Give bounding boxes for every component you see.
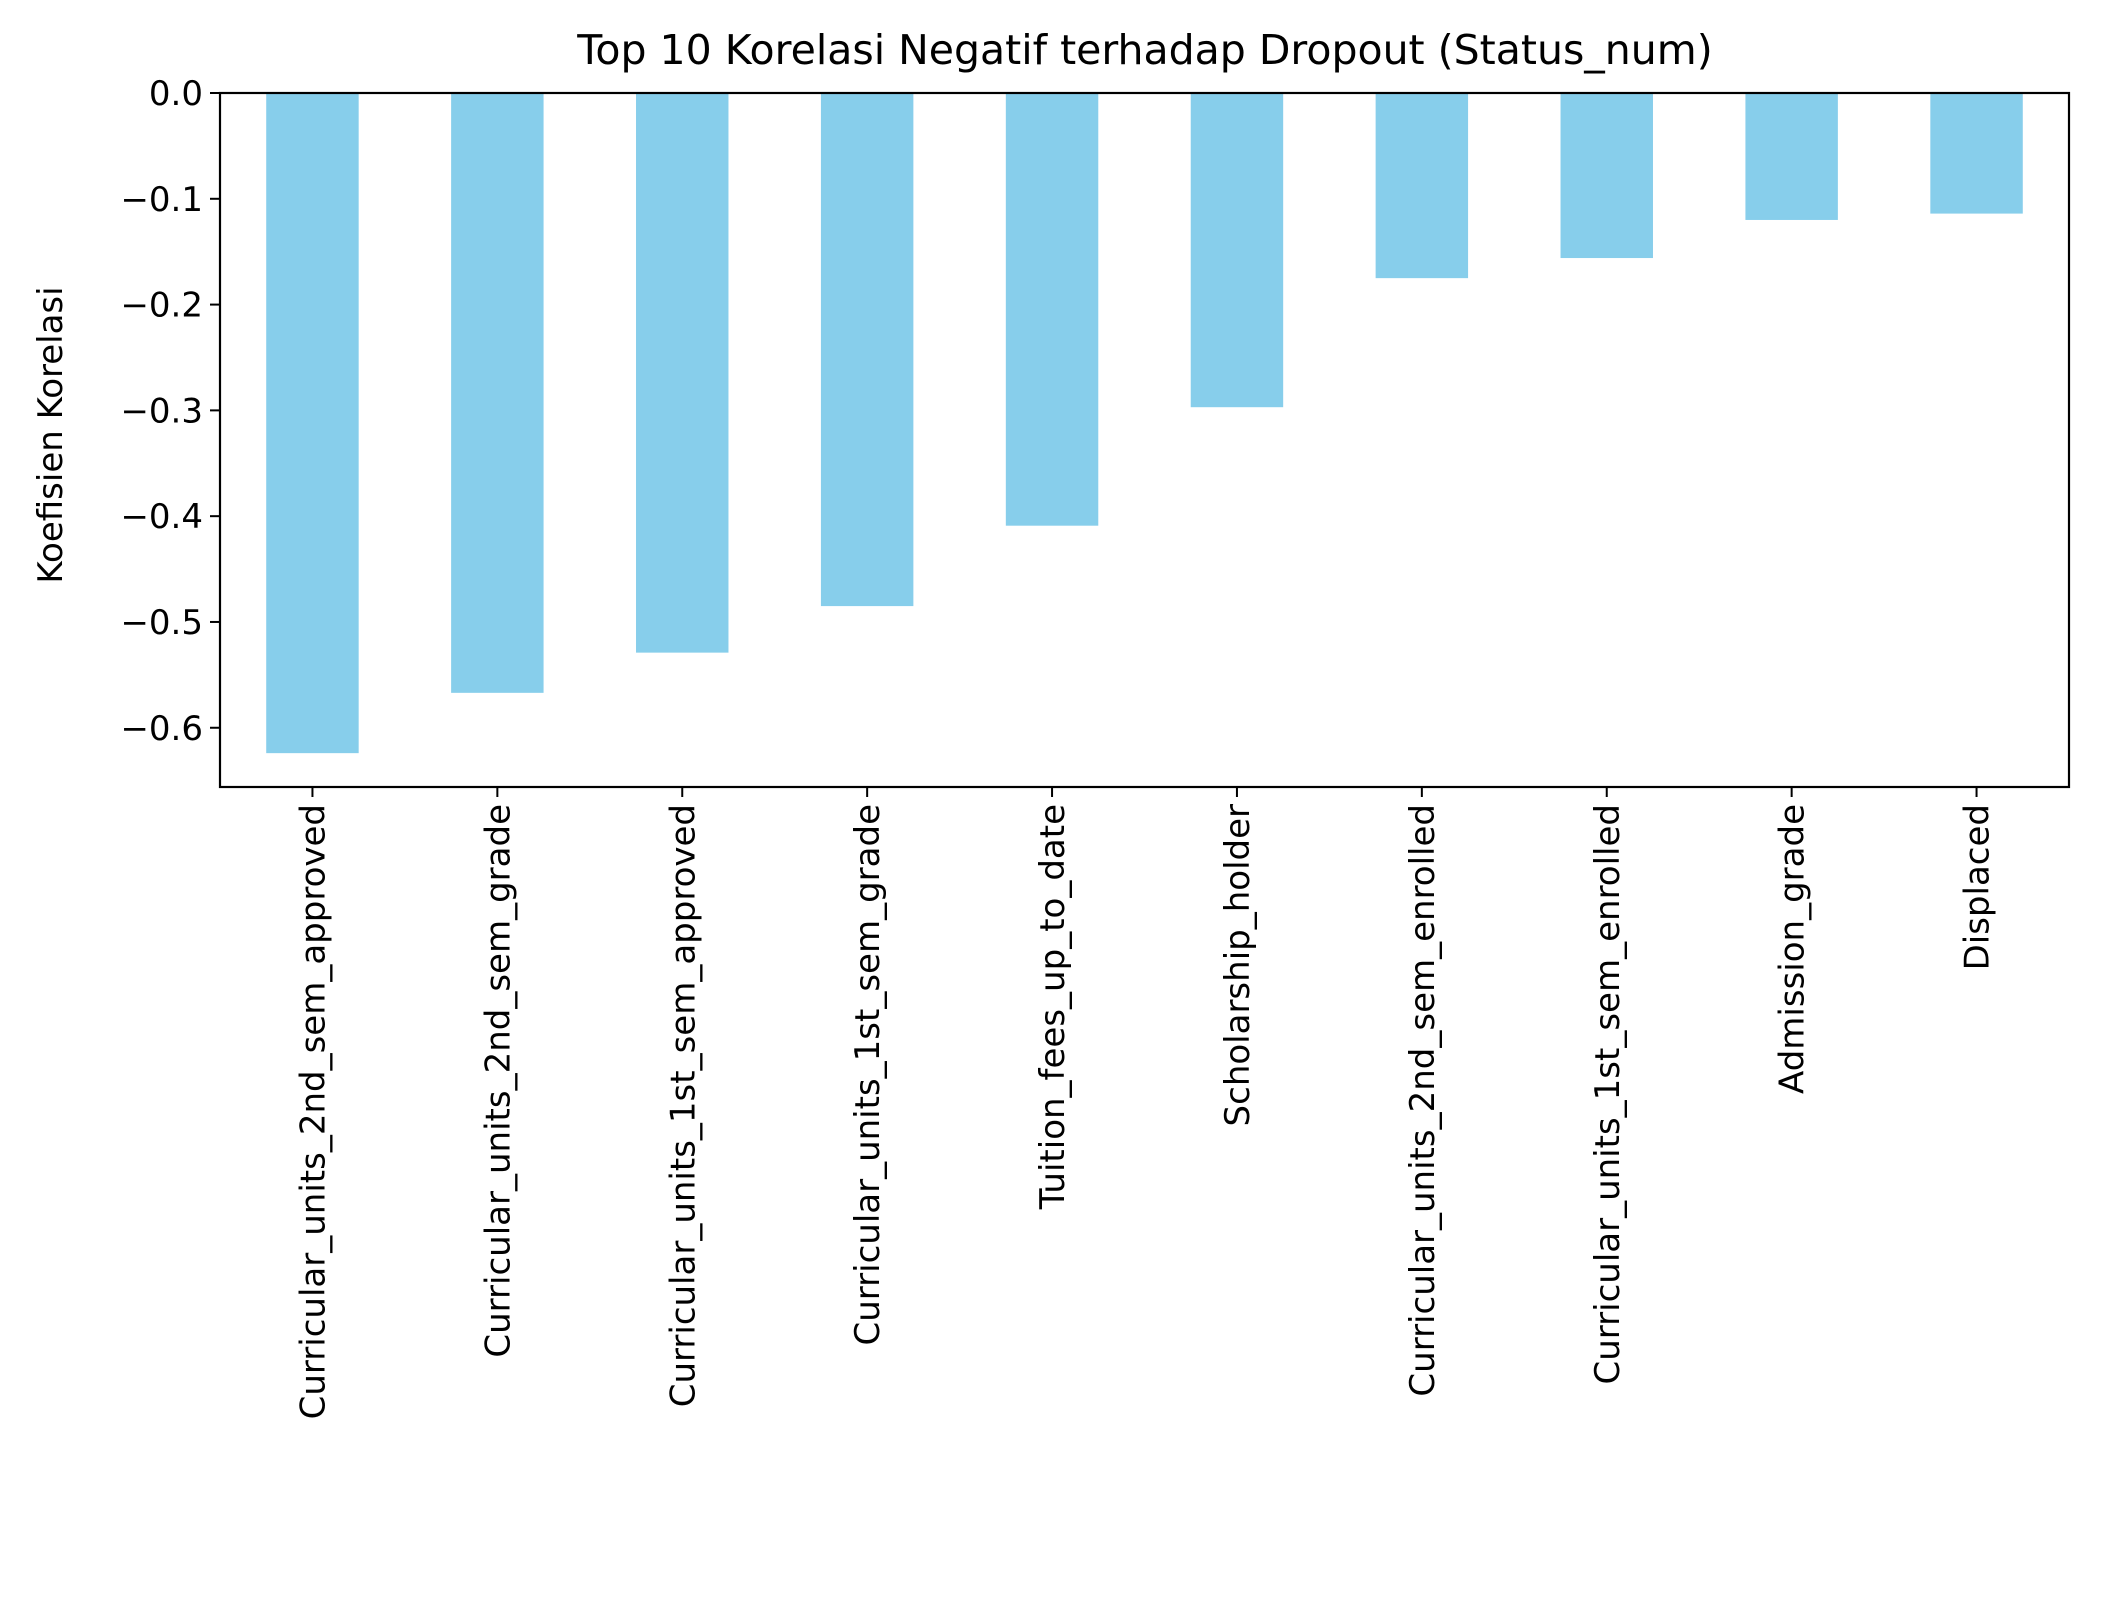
plot-frame — [218, 91, 2071, 789]
bar — [451, 93, 544, 693]
x-axis: Curricular_units_2nd_sem_approved Curricu… — [293, 787, 1998, 1419]
x-tick-label: Curricular_units_1st_sem_grade — [848, 804, 888, 1346]
x-tick-label: Curricular_units_1st_sem_approved — [663, 804, 703, 1407]
y-axis: 0.0 −0.1 −0.2 −0.3 −0.4 −0.5 −0.6 — [120, 74, 220, 749]
x-tick-label: Tuition_fees_up_to_date — [1033, 804, 1073, 1210]
x-tick-label: Scholarship_holder — [1218, 804, 1258, 1126]
bar — [1190, 93, 1284, 408]
x-tick-label: Curricular_units_2nd_sem_enrolled — [1403, 804, 1443, 1397]
x-tick-label: Curricular_units_2nd_sem_approved — [293, 804, 333, 1419]
y-axis-label: Koefisien Korelasi — [31, 286, 71, 583]
y-tick-label: −0.3 — [120, 391, 203, 431]
y-tick-label: −0.1 — [120, 180, 203, 220]
bar — [1745, 93, 1838, 220]
bars-layer — [266, 93, 2023, 754]
y-tick-label: −0.4 — [120, 497, 203, 537]
bar — [1560, 93, 1653, 259]
bar — [636, 93, 729, 653]
bar — [1005, 93, 1099, 526]
y-tick-label: −0.2 — [120, 286, 203, 326]
bar — [1930, 93, 2023, 214]
x-tick-label: Admission_grade — [1773, 804, 1813, 1094]
x-tick-label: Curricular_units_2nd_sem_grade — [478, 804, 518, 1358]
y-tick-label: −0.6 — [120, 709, 203, 749]
y-tick-label: −0.5 — [120, 603, 203, 643]
bar — [820, 93, 914, 607]
x-tick-label: Curricular_units_1st_sem_enrolled — [1588, 804, 1628, 1385]
bar — [266, 93, 359, 754]
y-tick-label: 0.0 — [149, 74, 203, 114]
bar — [1375, 93, 1469, 279]
x-tick-label: Displaced — [1958, 804, 1998, 970]
chart-title: Top 10 Korelasi Negatif terhadap Dropout… — [576, 26, 1712, 74]
